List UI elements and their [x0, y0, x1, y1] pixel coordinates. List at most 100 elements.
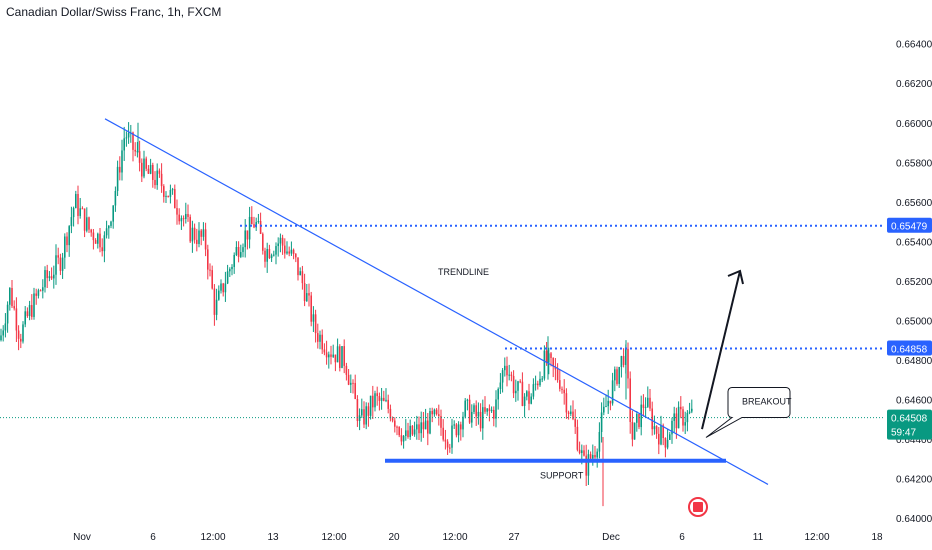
candle-body — [224, 283, 227, 293]
candle-body — [253, 224, 255, 228]
candle-body — [413, 429, 416, 435]
candle-body — [477, 411, 480, 417]
candle-body — [572, 411, 574, 420]
candle-body — [537, 383, 539, 386]
candle-body — [581, 450, 583, 454]
price-tag — [887, 217, 932, 233]
candle-body — [466, 399, 469, 401]
y-tick-label: 0.65400 — [896, 237, 932, 248]
x-tick-label: 12:00 — [200, 532, 225, 543]
candle-body — [438, 414, 440, 417]
breakout-arrow-head — [727, 269, 744, 285]
candle-body — [600, 412, 603, 432]
candle-body — [255, 222, 257, 228]
drawings-layer — [0, 118, 885, 485]
candle-body — [312, 314, 315, 322]
candle-body — [350, 382, 352, 385]
candle-body — [473, 405, 475, 412]
candle-body — [193, 227, 196, 240]
candle-body — [185, 213, 187, 220]
candle-body — [662, 425, 664, 439]
candle-body — [567, 412, 570, 414]
candle-body — [402, 435, 405, 442]
candle-body — [257, 221, 260, 223]
candle-body — [541, 378, 543, 380]
candle-body — [515, 390, 517, 394]
candle-body — [400, 435, 403, 442]
candle-body — [207, 249, 209, 270]
candle-body — [231, 266, 233, 270]
candle-body — [495, 399, 497, 419]
candle-body — [420, 422, 422, 434]
breakout-callout — [705, 386, 791, 438]
candle-body — [651, 408, 653, 430]
candle-body — [306, 293, 308, 302]
candle-body — [633, 422, 636, 440]
candle-body — [416, 424, 418, 430]
candle-body — [310, 295, 312, 322]
candle-body — [105, 228, 108, 236]
candle-body — [169, 190, 172, 197]
candle-body — [603, 406, 605, 413]
candle-body — [174, 189, 176, 209]
candle-body — [339, 346, 341, 368]
price-tag-value: 0.65479 — [891, 222, 928, 233]
candle-body — [4, 323, 7, 331]
candle-body — [367, 406, 370, 416]
candle-body — [587, 454, 590, 476]
candle-body — [116, 166, 119, 191]
y-tick-label: 0.65600 — [896, 198, 932, 209]
candle-body — [132, 132, 134, 150]
candle-body — [592, 454, 594, 459]
candle-body — [77, 194, 79, 216]
candle-body — [330, 354, 332, 357]
candle-body — [411, 425, 414, 435]
candle-body — [72, 208, 75, 218]
candle-body — [369, 395, 372, 416]
candle-body — [627, 348, 629, 379]
candle-body — [607, 400, 609, 407]
candle-body — [295, 253, 297, 258]
candle-body — [101, 247, 103, 252]
candle-body — [475, 405, 477, 417]
candle-body — [356, 398, 359, 421]
candle-body — [543, 350, 546, 379]
candle-body — [220, 283, 222, 291]
candle-body — [611, 380, 614, 404]
candle-body — [664, 438, 667, 448]
candle-body — [512, 375, 515, 394]
candle-body — [264, 250, 266, 262]
candle-body — [319, 334, 321, 342]
candle-body — [508, 374, 510, 376]
candle-body — [215, 299, 218, 315]
candle-body — [277, 243, 279, 247]
candle-body — [583, 450, 585, 456]
candle-body — [165, 195, 167, 197]
candle-body — [497, 388, 499, 400]
time-axis[interactable]: Nov 6 12:00 13 12:00 20 12:00 27 Dec 6 11 12:00 18 — [73, 532, 883, 543]
candle-body — [526, 391, 528, 397]
candle-body — [200, 230, 202, 237]
candle-body — [358, 415, 361, 421]
candle-body — [405, 430, 407, 436]
candle-body — [55, 255, 57, 275]
candle-body — [317, 333, 319, 342]
candle-body — [532, 384, 535, 397]
candle-body — [123, 138, 125, 151]
candle-body — [680, 406, 682, 410]
candle-body — [288, 251, 290, 254]
candle-body — [268, 249, 271, 259]
candle-body — [374, 393, 376, 408]
candle-body — [488, 408, 491, 412]
candle-body — [182, 218, 185, 220]
candle-body — [482, 407, 484, 429]
candle-body — [479, 411, 482, 429]
y-tick-label: 0.64600 — [896, 395, 932, 406]
price-axis[interactable]: 0.64000 0.64200 0.64400 0.64600 0.64800 0.650… — [896, 40, 932, 525]
annotations: TRENDLINE SUPPORT BREAKOUT — [438, 267, 792, 517]
candle-body — [0, 335, 2, 341]
candle-body — [609, 400, 612, 404]
candle-body — [143, 158, 145, 177]
candle-body — [660, 425, 662, 445]
